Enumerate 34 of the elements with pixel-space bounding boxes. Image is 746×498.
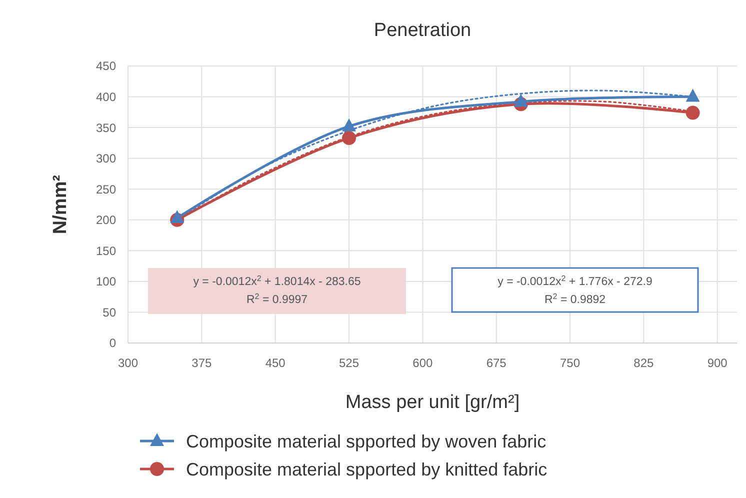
x-tick-label: 525 [338,356,360,370]
y-tick-label: 100 [96,274,116,289]
annotation: R$^{2}$ = 0.9997 [246,292,308,306]
point [342,131,356,146]
point [342,118,356,132]
x-axis-title: Mass per unit [gr/m²] [345,392,520,413]
y-tick-label: 300 [96,152,116,166]
y-axis-title: N/mm² [50,174,71,234]
x-tick-label: 450 [265,356,286,370]
y-tick-label: 350 [96,120,116,135]
point [170,210,184,224]
y-tick-label: 250 [96,182,116,196]
annotation: R$^{2}$ = 0.9892 [544,292,606,306]
x-tick-label: 600 [412,356,434,370]
y-tick-label: 200 [96,213,116,228]
chart-title: Penetration [374,20,472,41]
x-tick-label: 750 [560,356,580,370]
y-tick-label: 400 [96,90,116,104]
point [514,94,528,107]
annotation: y = -0.0012x$^{2}$ + 1.8014x - 283.65 [193,274,361,288]
y-tick-label: 50 [102,305,116,320]
point [686,88,700,102]
x-tick-label: 825 [634,356,654,370]
point [686,106,700,120]
annotation: y = -0.0012x$^{2}$ + 1.776x - 272.9 [498,274,652,288]
x-tick-label: 375 [192,356,212,370]
y-tick-label: 150 [96,244,116,258]
legend-label: Composite material spported by knitted fabric [186,459,548,480]
x-tick-label: 300 [118,356,138,370]
x-tick-label: 900 [707,356,728,370]
legend-label: Composite material spported by woven fabric [186,431,546,452]
x-tick-label: 675 [486,356,507,370]
y-tick-label: 450 [96,59,116,74]
y-tick-label: 0 [109,336,116,350]
